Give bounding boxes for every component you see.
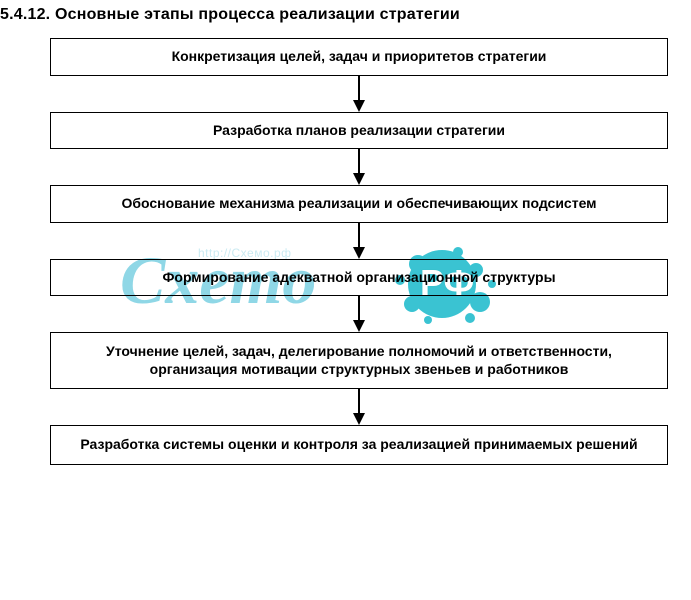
flow-arrow-4 — [50, 296, 668, 332]
arrow-down-icon — [351, 389, 367, 425]
flow-node-label: Обоснование механизма реализации и обесп… — [121, 195, 596, 211]
arrow-down-icon — [351, 149, 367, 185]
flow-node-6: Разработка системы оценки и контроля за … — [50, 425, 668, 465]
flow-node-label: Уточнение целей, задач, делегирование по… — [106, 343, 612, 377]
page-title: 5.4.12. Основные этапы процесса реализац… — [0, 6, 460, 24]
flow-arrow-3 — [50, 223, 668, 259]
flow-arrow-5 — [50, 389, 668, 425]
flow-node-2: Разработка планов реализации стратегии — [50, 112, 668, 150]
flow-node-label: Конкретизация целей, задач и приоритетов… — [172, 48, 547, 64]
page-title-text: 5.4.12. Основные этапы процесса реализац… — [0, 6, 460, 23]
flow-arrow-1 — [50, 76, 668, 112]
flow-arrow-2 — [50, 149, 668, 185]
arrow-down-icon — [351, 296, 367, 332]
flow-node-5: Уточнение целей, задач, делегирование по… — [50, 332, 668, 389]
flow-node-4: Формирование адекватной организационной … — [50, 259, 668, 297]
flow-node-1: Конкретизация целей, задач и приоритетов… — [50, 38, 668, 76]
arrow-down-icon — [351, 223, 367, 259]
flow-node-label: Разработка системы оценки и контроля за … — [80, 436, 637, 452]
flow-node-label: Разработка планов реализации стратегии — [213, 122, 505, 138]
flowchart: Конкретизация целей, задач и приоритетов… — [50, 38, 668, 465]
arrow-down-icon — [351, 76, 367, 112]
flow-node-3: Обоснование механизма реализации и обесп… — [50, 185, 668, 223]
flow-node-label: Формирование адекватной организационной … — [162, 269, 555, 285]
